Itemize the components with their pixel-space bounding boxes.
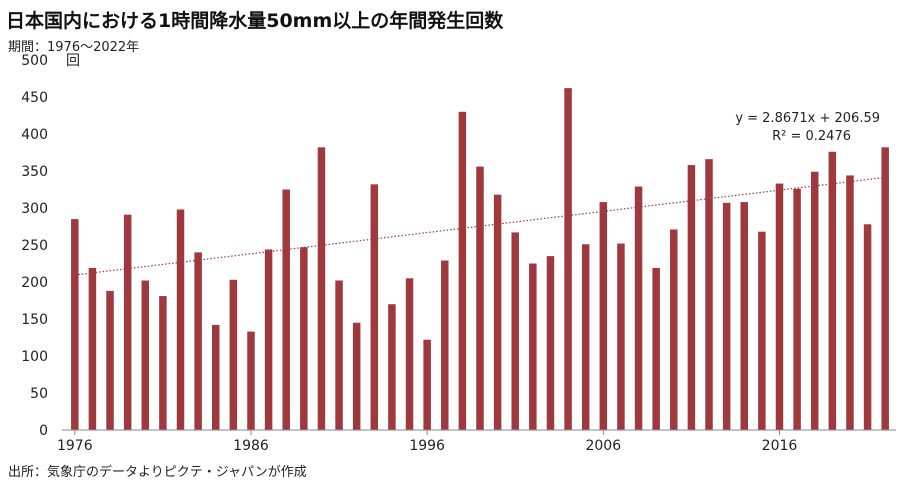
bar-1977 <box>88 267 97 430</box>
x-tick-label: 1996 <box>409 438 445 454</box>
bar-1996 <box>423 339 431 430</box>
bar-2018 <box>810 171 819 431</box>
bar-2002 <box>529 263 537 430</box>
y-tick-label: 200 <box>21 275 48 291</box>
bar-2016 <box>775 183 784 430</box>
bar-1976 <box>71 219 79 430</box>
bar-2014 <box>740 202 749 430</box>
y-tick-label: 350 <box>21 164 48 180</box>
bar-2006 <box>599 202 608 430</box>
bar-1990 <box>317 147 326 430</box>
trend-equation: y = 2.8671x + 206.59 <box>735 111 880 126</box>
y-tick-label: 100 <box>21 349 48 365</box>
bar-2019 <box>828 151 837 430</box>
bar-2009 <box>652 267 660 430</box>
bar-2003 <box>546 256 555 430</box>
bar-2008 <box>634 186 643 430</box>
bar-2001 <box>511 232 519 430</box>
bar-1994 <box>388 304 396 430</box>
x-tick-label: 2016 <box>762 438 798 454</box>
bar-2013 <box>722 202 731 430</box>
chart-title: 日本国内における1時間降水量50mm以上の年間発生回数 <box>6 10 504 32</box>
y-tick-label: 400 <box>21 127 48 143</box>
bar-1991 <box>335 280 343 430</box>
bar-1984 <box>211 324 220 430</box>
bar-1985 <box>229 279 238 430</box>
bar-2005 <box>581 244 590 430</box>
bar-2004 <box>564 88 572 431</box>
bar-2010 <box>670 229 678 430</box>
bar-1995 <box>405 278 414 430</box>
bar-1987 <box>264 249 273 430</box>
y-tick-label: 50 <box>30 386 48 402</box>
bar-1981 <box>159 296 167 430</box>
chart-subtitle: 期間：1976〜2022年 <box>8 40 140 55</box>
y-tick-label: 300 <box>21 201 48 217</box>
trend-line <box>74 176 886 276</box>
y-tick-label: 250 <box>21 238 48 254</box>
y-axis-unit-label: 回 <box>66 53 80 69</box>
bar-1992 <box>352 322 361 430</box>
bar-2000 <box>493 194 502 430</box>
bar-1979 <box>123 214 132 430</box>
x-tick-label: 2006 <box>585 438 621 454</box>
y-tick-label: 0 <box>39 423 48 439</box>
bar-2021 <box>863 224 872 430</box>
y-tick-label: 450 <box>21 90 48 106</box>
bar-2012 <box>705 159 713 430</box>
x-tick-label: 1986 <box>233 438 269 454</box>
bar-1982 <box>176 209 185 430</box>
bar-1999 <box>476 166 484 430</box>
bar-1986 <box>247 331 255 430</box>
bar-1989 <box>300 247 308 430</box>
bar-1978 <box>106 290 114 430</box>
source-note: 出所：気象庁のデータよりピクテ・ジャパンが作成 <box>8 465 307 480</box>
bar-2011 <box>687 165 696 430</box>
bar-1980 <box>141 280 150 430</box>
x-tick-label: 1976 <box>57 438 93 454</box>
bar-2007 <box>617 243 625 430</box>
bar-1993 <box>370 184 379 430</box>
y-tick-label: 150 <box>21 312 48 328</box>
y-tick-label: 500 <box>21 53 48 69</box>
bar-2017 <box>793 188 801 430</box>
bar-1998 <box>458 111 467 431</box>
bar-1988 <box>282 189 290 430</box>
bar-1983 <box>194 252 202 430</box>
bar-2022 <box>881 147 889 430</box>
bar-2015 <box>758 231 766 430</box>
bar-2020 <box>846 175 854 430</box>
bar-1997 <box>441 260 449 430</box>
trend-r-squared: R² = 0.2476 <box>772 129 851 144</box>
